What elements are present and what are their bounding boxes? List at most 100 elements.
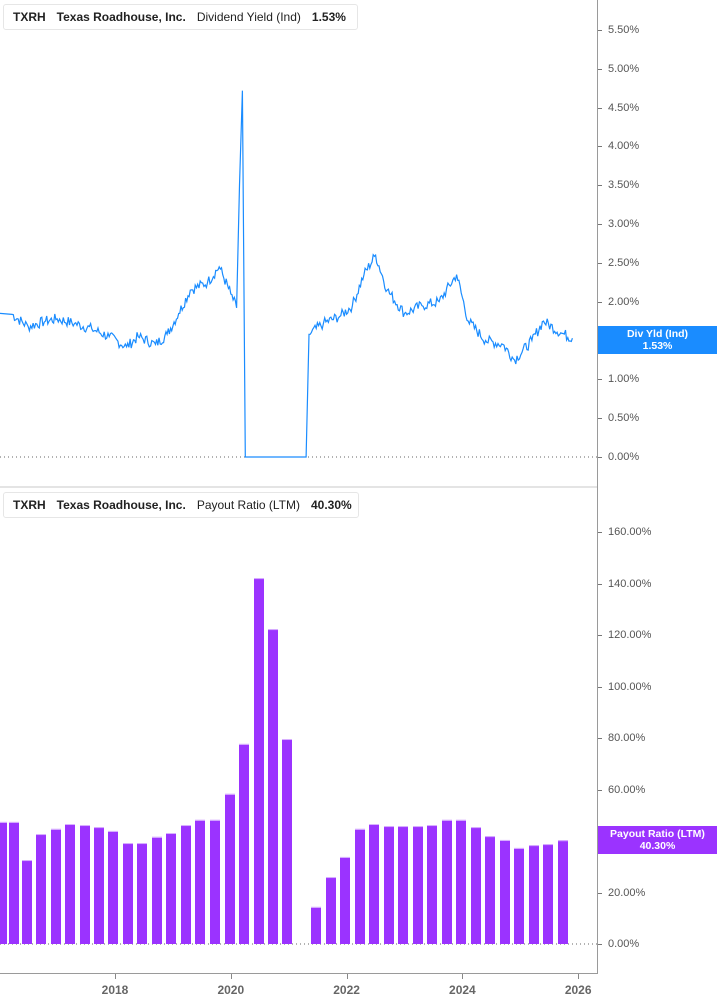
payout-ratio-bar[interactable]: [485, 836, 495, 944]
y-tick-mark: [598, 30, 602, 31]
x-tick-label: 2022: [333, 983, 360, 997]
y-tick-mark: [598, 457, 602, 458]
y-tick-mark: [598, 789, 602, 791]
dividend-yield-line-chart: [0, 90, 597, 458]
payout-ratio-bar[interactable]: [268, 629, 278, 944]
y-tick-label: 5.00%: [608, 62, 640, 75]
payout-ratio-bar[interactable]: [471, 827, 481, 944]
payout-ratio-bar[interactable]: [340, 856, 350, 944]
payout-ratio-bar[interactable]: [137, 843, 147, 944]
payout-ratio-bar[interactable]: [529, 845, 539, 944]
payout-ratio-panel: TXRH Texas Roadhouse, Inc. Payout Ratio …: [0, 488, 717, 974]
tag-label: Div Yld (Ind): [626, 328, 689, 340]
payout-ratio-bar[interactable]: [94, 827, 104, 944]
y-tick-mark: [598, 583, 602, 585]
x-tick-mark: [230, 974, 232, 979]
payout-ratio-bar[interactable]: [80, 825, 90, 944]
payout-ratio-bar[interactable]: [65, 824, 75, 944]
panel-separator[interactable]: [0, 486, 597, 488]
payout-ratio-bar[interactable]: [239, 743, 249, 944]
legend-company: Texas Roadhouse, Inc.: [56, 10, 186, 24]
y-tick-mark: [598, 635, 602, 636]
y-tick-label: 3.00%: [608, 218, 640, 231]
legend-metric: Dividend Yield (Ind): [196, 10, 301, 24]
payout-ratio-bar[interactable]: [355, 828, 365, 944]
y-tick-mark: [598, 107, 602, 109]
y-tick-label: 3.50%: [608, 179, 640, 192]
payout-ratio-bar[interactable]: [181, 825, 191, 944]
payout-ratio-bar[interactable]: [195, 819, 205, 944]
payout-ratio-bar[interactable]: [9, 821, 19, 944]
payout-ratio-bar[interactable]: [166, 833, 176, 944]
y-tick-label: 5.50%: [608, 24, 640, 36]
legend-value: 1.53%: [311, 10, 346, 24]
payout-ratio-bar[interactable]: [22, 860, 32, 944]
payout-ratio-bar-chart: [0, 578, 597, 945]
payout-ratio-bar[interactable]: [0, 821, 7, 944]
y-tick-mark: [598, 418, 602, 420]
payout-ratio-current-tag: Payout Ratio (LTM) 40.30%: [598, 826, 717, 854]
payout-ratio-legend[interactable]: TXRH Texas Roadhouse, Inc. Payout Ratio …: [3, 492, 359, 518]
x-axis-line: [0, 973, 598, 974]
y-tick-label: 80.00%: [608, 732, 646, 744]
x-tick-mark: [462, 974, 464, 979]
x-tick-mark: [346, 974, 348, 979]
legend-ticker: TXRH: [13, 498, 46, 512]
legend-metric: Payout Ratio (LTM): [196, 498, 300, 512]
y-tick-mark: [598, 224, 602, 226]
payout-ratio-bar[interactable]: [398, 826, 408, 944]
y-tick-label: 60.00%: [608, 783, 646, 796]
payout-ratio-bar[interactable]: [152, 836, 162, 944]
payout-ratio-bar[interactable]: [210, 819, 220, 944]
payout-ratio-bar[interactable]: [225, 793, 235, 944]
y-tick-label: 0.00%: [608, 938, 640, 950]
y-tick-label: 4.50%: [608, 101, 640, 114]
tag-label: Payout Ratio (LTM): [610, 828, 705, 840]
y-tick-label: 140.00%: [608, 577, 652, 590]
payout-ratio-bar[interactable]: [108, 830, 118, 944]
legend-ticker: TXRH: [13, 10, 46, 24]
payout-ratio-bar[interactable]: [384, 826, 394, 944]
y-axis-line: [597, 0, 598, 974]
y-tick-mark: [598, 146, 602, 148]
payout-ratio-bar[interactable]: [369, 824, 379, 944]
x-tick-mark: [578, 974, 580, 979]
dividend-yield-current-tag: Div Yld (Ind) 1.53%: [598, 326, 717, 354]
payout-ratio-bar[interactable]: [123, 843, 133, 944]
payout-ratio-bar[interactable]: [254, 578, 264, 944]
payout-ratio-bar[interactable]: [558, 840, 568, 944]
y-tick-mark: [598, 185, 602, 187]
y-tick-label: 100.00%: [608, 680, 652, 693]
y-tick-mark: [598, 379, 602, 381]
payout-ratio-bar[interactable]: [427, 825, 437, 944]
y-tick-mark: [598, 944, 602, 945]
payout-ratio-bar[interactable]: [282, 739, 292, 944]
y-tick-mark: [598, 686, 602, 688]
x-tick-label: 2024: [449, 983, 476, 997]
payout-ratio-bar[interactable]: [51, 828, 61, 944]
dividend-yield-legend[interactable]: TXRH Texas Roadhouse, Inc. Dividend Yiel…: [3, 4, 358, 30]
y-tick-label: 4.00%: [608, 140, 640, 153]
y-tick-mark: [598, 532, 602, 533]
payout-ratio-bar[interactable]: [514, 847, 524, 944]
payout-ratio-bar[interactable]: [500, 839, 510, 944]
y-tick-label: 20.00%: [608, 886, 646, 899]
payout-ratio-bar[interactable]: [36, 834, 46, 944]
y-tick-mark: [598, 738, 602, 739]
y-tick-label: 1.00%: [608, 373, 640, 386]
x-tick-label: 2020: [217, 983, 245, 997]
tag-value: 1.53%: [642, 340, 673, 352]
x-tick-mark: [115, 974, 116, 979]
y-tick-label: 0.50%: [608, 412, 640, 425]
payout-ratio-bar[interactable]: [326, 877, 336, 944]
payout-ratio-bar[interactable]: [413, 826, 423, 944]
payout-ratio-bar[interactable]: [442, 819, 452, 944]
y-tick-label: 2.00%: [608, 295, 640, 308]
y-tick-mark: [598, 262, 602, 264]
payout-ratio-bar[interactable]: [456, 819, 466, 944]
payout-ratio-bar[interactable]: [311, 906, 321, 944]
y-tick-mark: [598, 892, 602, 894]
payout-ratio-bar[interactable]: [543, 844, 553, 944]
x-tick-label: 2018: [101, 983, 129, 997]
y-tick-label: 2.50%: [608, 256, 640, 269]
